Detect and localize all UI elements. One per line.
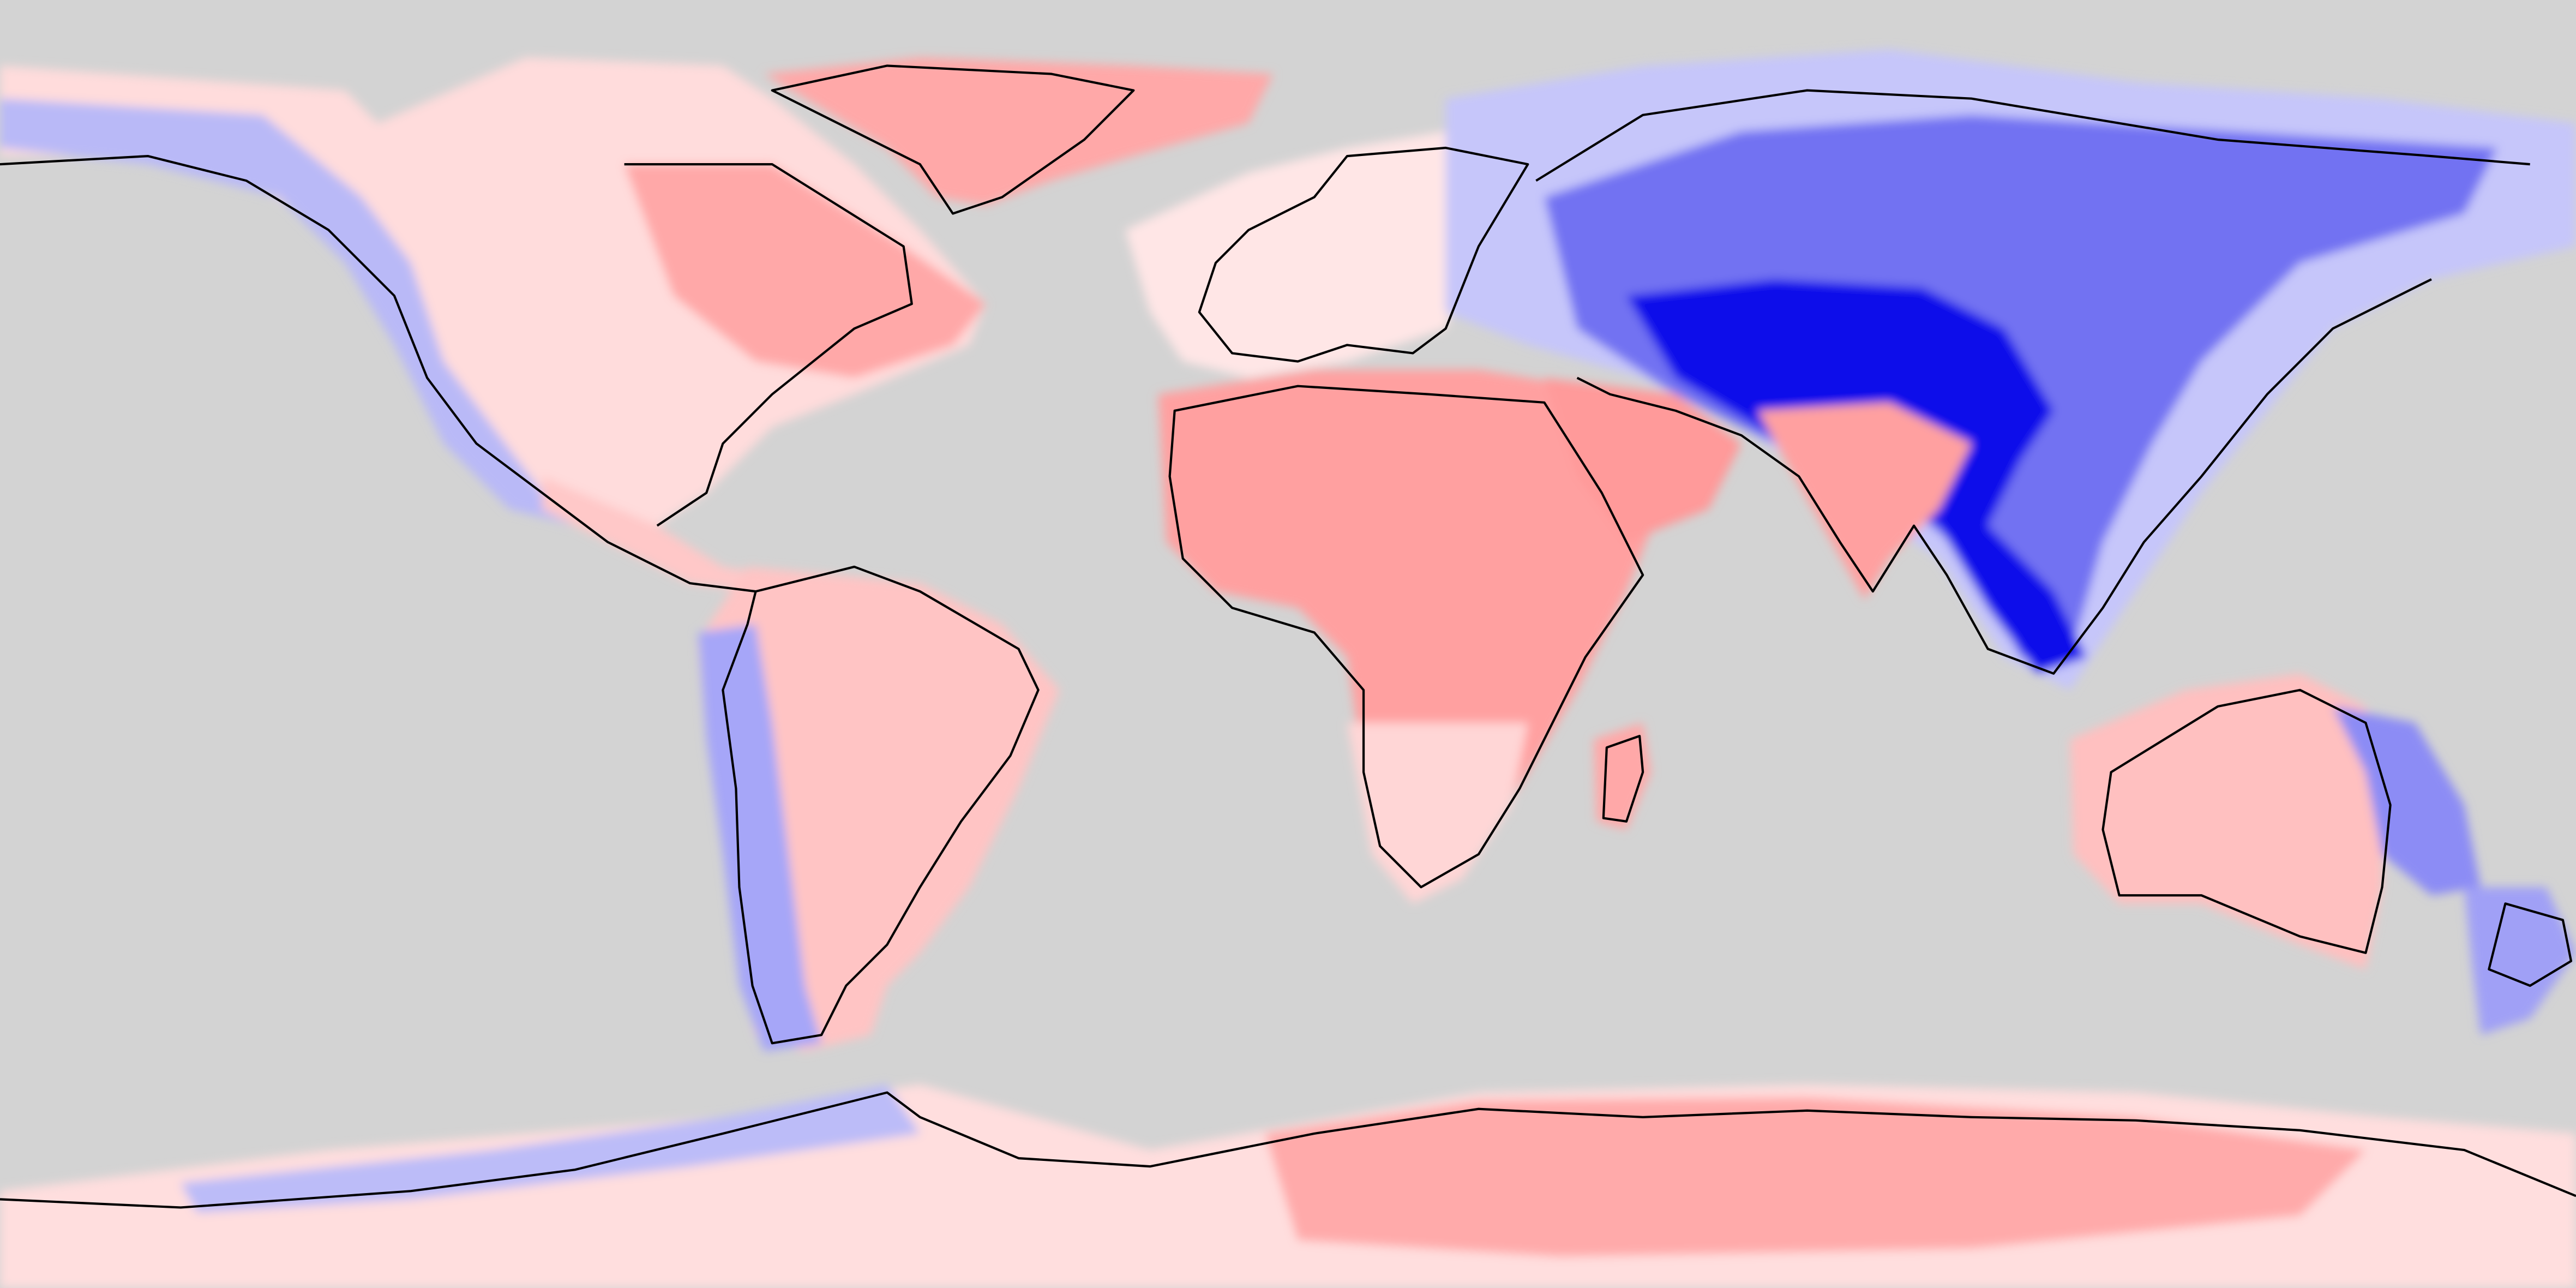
coastline-north-america [0,154,913,593]
greenland-field [764,57,1274,206]
coastline-new-zealand [2488,902,2573,987]
madagascar-field [1593,723,1652,830]
north-america-cold-west [0,98,575,526]
africa-field [1158,369,1660,896]
coastline-europe [1198,146,1529,363]
antarctica-east-warm [1265,1097,2366,1257]
coastline-africa [1168,385,1644,889]
north-america-warm-east [624,164,986,378]
coastline-antarctica [0,1091,2576,1209]
coastline-madagascar [1602,735,1644,823]
coastline-asia [1535,89,2530,675]
antarctica-west-cold [181,1084,920,1213]
coastline-south-america [722,565,1040,1045]
india-field [1757,402,1972,600]
europe-field [1125,131,1512,378]
central-america-field [542,476,772,592]
coastlines [0,64,2576,1209]
arabia-field [1544,378,1742,542]
new-zealand-field [2464,887,2576,1035]
australia-east-cold [2333,706,2481,896]
coastline-greenland [771,64,1135,215]
coastline-australia [2101,688,2392,954]
